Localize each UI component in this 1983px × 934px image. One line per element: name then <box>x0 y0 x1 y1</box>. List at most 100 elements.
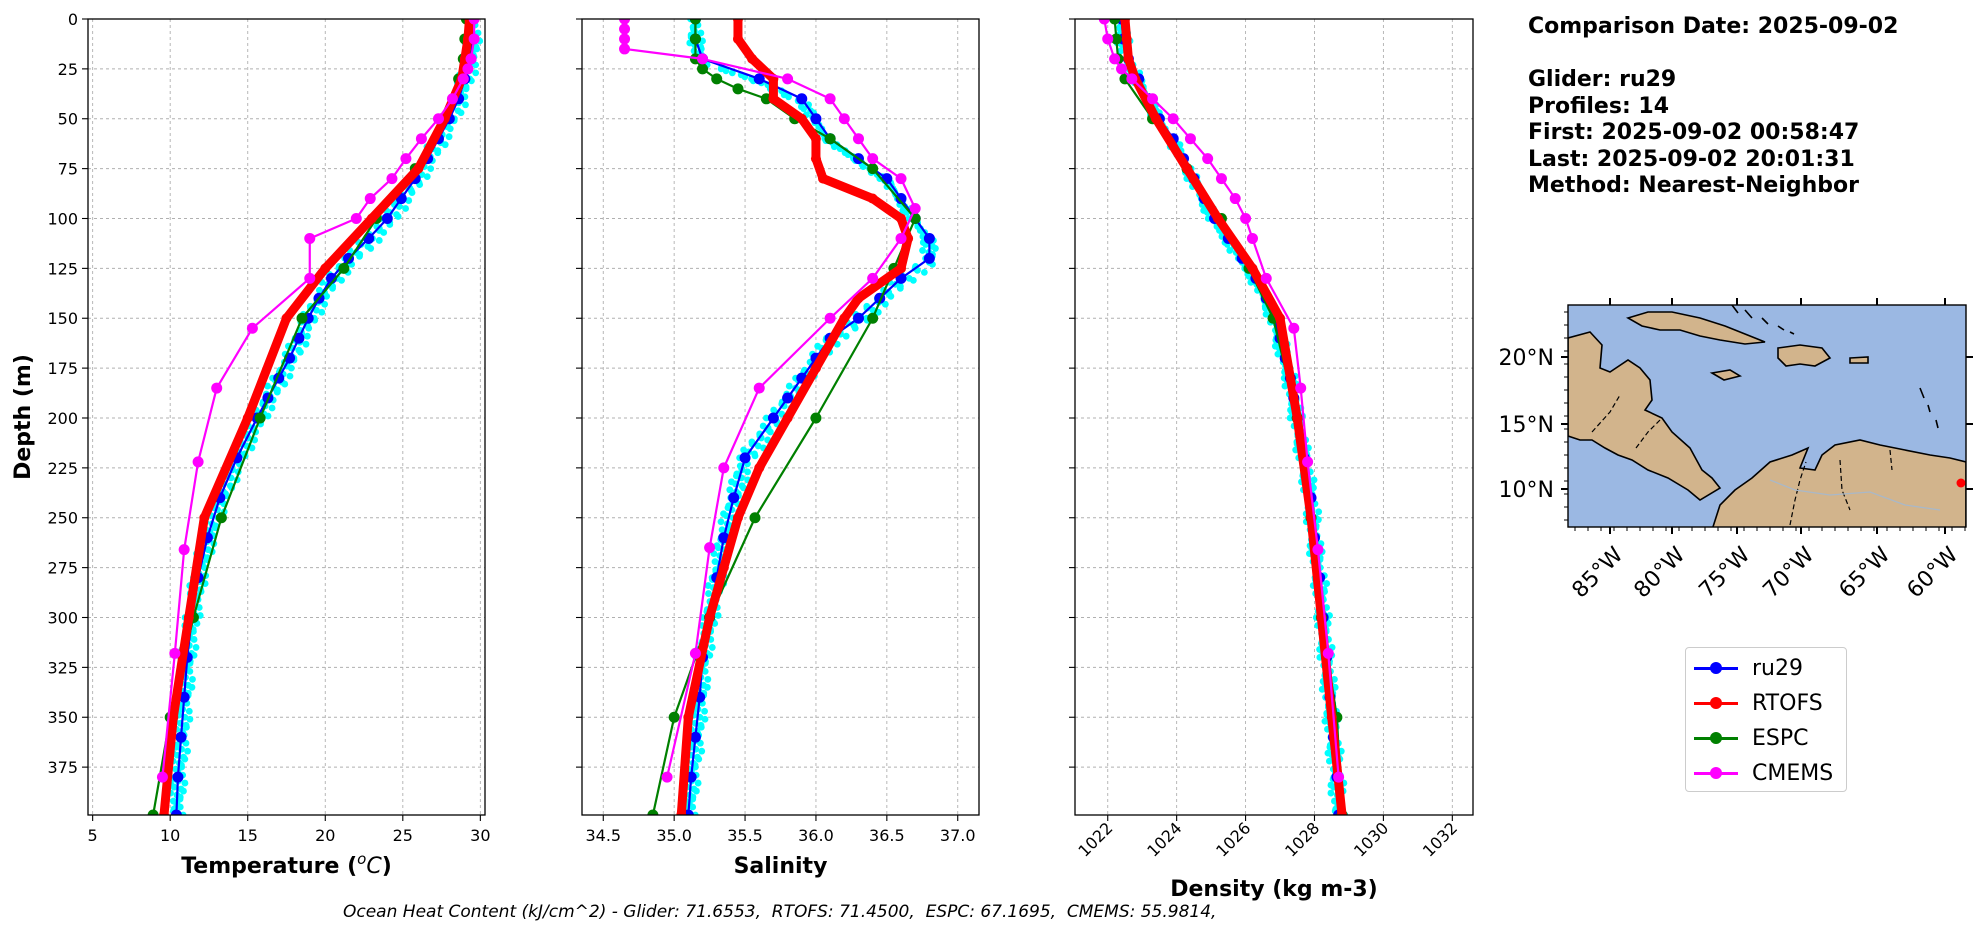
data-point-cmems <box>782 73 794 85</box>
y-tick-label: 0 <box>68 10 78 29</box>
map-lon-label: 75°W <box>1695 542 1756 603</box>
series-line-ru29 <box>1120 19 1340 815</box>
data-point-rtofs <box>320 263 331 274</box>
y-tick-label: 175 <box>47 359 78 378</box>
glider-raw-point <box>427 165 435 173</box>
data-point-cmems <box>704 542 716 554</box>
data-point-rtofs <box>747 53 758 64</box>
data-point-cmems <box>1295 382 1307 394</box>
data-point-cmems <box>867 272 879 284</box>
glider-raw-point <box>766 428 774 436</box>
legend-marker <box>1710 732 1722 744</box>
data-point-cmems <box>1260 272 1272 284</box>
glider-raw-point <box>909 276 917 284</box>
data-point-cmems <box>304 232 316 244</box>
glider-raw-point <box>473 45 481 53</box>
data-point-ru29 <box>852 312 864 324</box>
y-tick-label: 225 <box>47 459 78 478</box>
data-point-cmems <box>1322 647 1334 659</box>
data-point-ru29 <box>739 452 751 464</box>
legend-entry-espc: ESPC <box>1694 723 1809 753</box>
glider-raw-point <box>704 675 712 683</box>
series-line-espc <box>1113 19 1344 815</box>
data-point-cmems <box>909 203 921 215</box>
map-land-puerto-rico <box>1849 356 1869 364</box>
glider-raw-point <box>740 484 747 492</box>
data-point-ru29 <box>728 492 740 504</box>
glider-raw-point <box>785 382 793 390</box>
data-point-cmems <box>1202 153 1214 165</box>
data-point-rtofs <box>796 113 807 124</box>
glider-raw-point <box>273 388 281 396</box>
data-point-cmems <box>246 322 258 334</box>
data-point-cmems <box>169 647 181 659</box>
glider-raw-point <box>176 803 184 811</box>
legend-label: ru29 <box>1752 655 1803 681</box>
data-point-espc <box>749 512 761 524</box>
data-point-rtofs <box>1326 712 1337 723</box>
glider-raw-point <box>701 667 709 675</box>
glider-raw-point <box>1318 685 1326 693</box>
glider-raw-point <box>704 582 712 589</box>
glider-raw-point <box>714 544 722 552</box>
glider-raw-point <box>842 332 850 340</box>
x-tick-label: 35.5 <box>727 826 763 845</box>
data-point-cmems <box>156 771 168 783</box>
glider-raw-point <box>287 364 295 372</box>
data-point-rtofs <box>199 512 210 523</box>
data-point-cmems <box>400 153 412 165</box>
data-point-cmems <box>1246 232 1258 244</box>
glider-raw-point <box>434 149 442 157</box>
data-point-rtofs <box>782 412 793 423</box>
data-point-cmems <box>1333 771 1345 783</box>
glider-raw-point <box>703 683 711 691</box>
glider-raw-point <box>697 29 705 37</box>
y-tick-label: 75 <box>58 160 78 179</box>
data-point-ru29 <box>175 731 187 743</box>
glider-raw-point <box>728 69 736 77</box>
glider-raw-point <box>170 783 178 791</box>
glider-raw-point <box>722 67 730 75</box>
data-point-cmems <box>689 647 701 659</box>
x-tick-label: 15 <box>238 826 258 845</box>
x-label-superscript: o <box>357 850 366 868</box>
data-point-ru29 <box>782 392 794 404</box>
data-point-cmems <box>462 63 474 75</box>
data-point-ru29 <box>923 232 935 244</box>
data-point-cmems <box>1167 113 1179 125</box>
map-lat-label: 10°N <box>1499 478 1554 503</box>
glider-raw-point <box>180 787 187 795</box>
data-point-cmems <box>852 133 864 145</box>
glider-raw-point <box>701 715 709 723</box>
data-point-rtofs <box>413 163 424 174</box>
data-point-espc <box>215 512 227 524</box>
chart-panel-2: 1022 1024 1026 1028 1030 1032 Density (kg m-3) <box>1069 18 1474 902</box>
series-line-ru29 <box>687 19 931 815</box>
data-point-cmems <box>468 19 480 25</box>
glider-raw-point <box>859 163 867 171</box>
glider-raw-point <box>356 253 363 260</box>
map-lon-label: 80°W <box>1630 542 1691 603</box>
glider-raw-point <box>405 197 413 204</box>
glider-raw-point <box>744 468 751 476</box>
map-land-cuba <box>1625 311 1766 345</box>
glider-raw-point <box>1310 476 1318 484</box>
glider-raw-point <box>932 245 939 252</box>
glider-raw-point <box>186 715 194 723</box>
data-point-rtofs <box>1337 810 1348 815</box>
y-tick-label: 200 <box>47 409 78 428</box>
data-point-espc <box>824 133 836 145</box>
data-point-rtofs <box>810 133 821 144</box>
data-point-rtofs <box>1181 163 1192 174</box>
glider-raw-point <box>446 125 454 133</box>
data-point-rtofs <box>183 612 194 623</box>
glider-raw-point <box>318 308 326 316</box>
glider-raw-point <box>394 213 402 220</box>
map-land-jamaica <box>1709 369 1743 381</box>
glider-raw-point <box>698 747 706 755</box>
data-point-cmems <box>1302 456 1314 468</box>
data-point-cmems <box>753 382 765 394</box>
glider-raw-point <box>305 324 313 332</box>
glider-raw-point <box>380 229 388 236</box>
